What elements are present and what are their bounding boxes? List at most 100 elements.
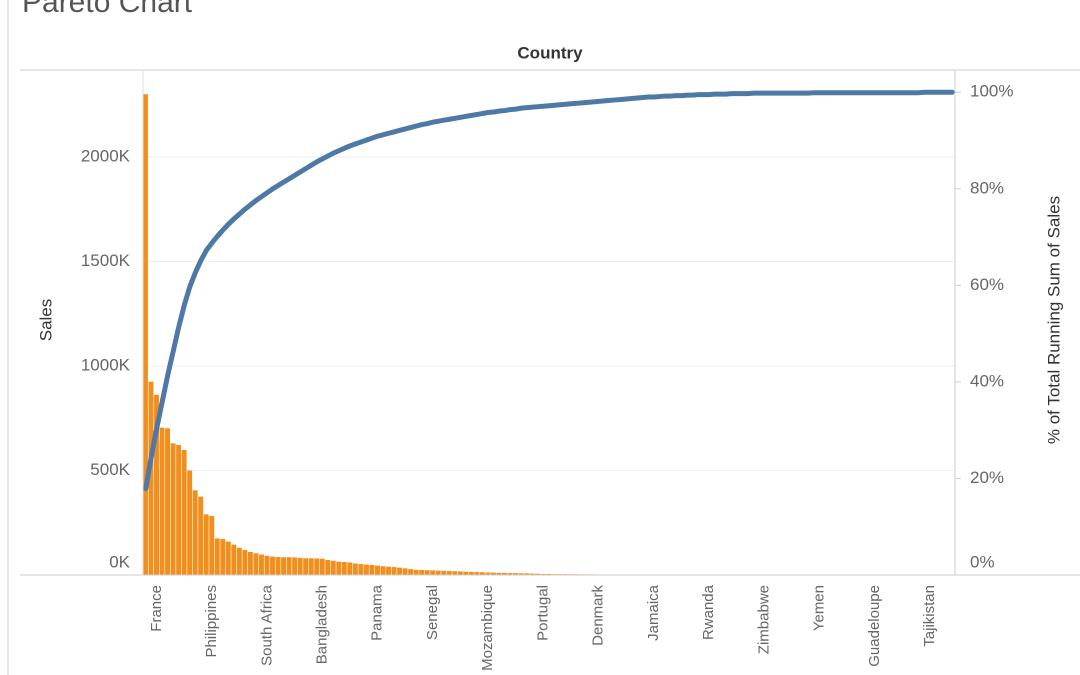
x-tick-label: Yemen: [811, 585, 828, 631]
bar: [314, 558, 320, 575]
bar: [303, 558, 309, 575]
bar: [214, 538, 220, 575]
bar: [143, 94, 148, 575]
marks: [143, 89, 955, 575]
y2-tick-label: 100%: [970, 82, 1013, 101]
bar: [308, 558, 314, 575]
bar: [419, 569, 425, 575]
bar: [319, 558, 325, 575]
bar: [192, 490, 198, 575]
chart-title: Pareto Chart: [22, 0, 193, 19]
bar: [281, 557, 287, 575]
bar: [463, 571, 469, 575]
bar: [540, 573, 546, 575]
bar: [507, 573, 513, 575]
bar: [435, 570, 441, 575]
bar: [529, 573, 535, 575]
bar: [336, 561, 342, 575]
bar: [513, 573, 519, 575]
bar: [491, 572, 496, 575]
x-tick-label: Mozambique: [479, 585, 496, 671]
grid: [143, 156, 955, 576]
bar: [330, 560, 336, 575]
bar: [270, 556, 275, 575]
bar: [524, 573, 530, 575]
x-tick-label: Jamaica: [645, 584, 662, 641]
y2-tick-label: 40%: [970, 371, 1004, 390]
x-tick-label: Guadeloupe: [866, 585, 883, 667]
bar: [325, 559, 331, 575]
bar: [408, 569, 414, 575]
bar: [424, 570, 430, 575]
bar: [341, 562, 347, 575]
bar: [375, 565, 380, 575]
bar: [496, 572, 502, 575]
y-tick-label: 2000K: [81, 146, 131, 165]
bar: [242, 549, 248, 575]
bar: [363, 564, 369, 575]
y-tick-label: 500K: [90, 460, 130, 479]
bar: [154, 394, 159, 575]
x-tick-label: Panama: [369, 584, 386, 641]
bar: [386, 566, 391, 575]
x-tick-label: Rwanda: [700, 584, 717, 640]
bar: [275, 557, 281, 575]
line: [143, 89, 955, 492]
bar: [259, 554, 264, 575]
x-axis-title: Country: [517, 43, 583, 62]
bar: [264, 555, 270, 575]
y-tick-label: 1000K: [81, 355, 131, 374]
bar: [253, 553, 259, 575]
bar: [292, 557, 298, 575]
bar: [485, 572, 491, 575]
x-tick-label: Denmark: [590, 585, 607, 646]
y2-tick-label: 20%: [970, 468, 1004, 487]
bar: [397, 567, 403, 575]
bar: [176, 444, 182, 575]
bar: [413, 569, 419, 575]
bar: [297, 557, 303, 575]
x-tick-label: Zimbabwe: [755, 585, 772, 654]
bar: [430, 570, 436, 575]
y-tick-label: 1500K: [81, 251, 131, 270]
bar: [457, 571, 463, 575]
bar: [479, 572, 485, 575]
bar: [535, 573, 541, 575]
bar: [352, 563, 358, 575]
bar: [198, 496, 204, 575]
bar: [203, 514, 209, 575]
bar: [148, 381, 154, 575]
bar: [391, 567, 397, 575]
bar: [286, 557, 292, 575]
bar: [181, 450, 187, 575]
bar: [225, 541, 231, 575]
bar: [402, 568, 408, 575]
bar: [546, 573, 552, 575]
y2-tick-label: 60%: [970, 275, 1004, 294]
bar: [159, 427, 165, 575]
bar: [380, 566, 386, 575]
x-tick-label: France: [148, 585, 165, 632]
bar: [358, 564, 364, 575]
bar: [518, 573, 524, 575]
y2-tick-label: 80%: [970, 178, 1004, 197]
x-tick-label: Bangladesh: [313, 585, 330, 664]
x-tick-label: Portugal: [534, 585, 551, 641]
bar: [369, 564, 375, 575]
bar: [441, 570, 447, 575]
bar: [231, 544, 237, 575]
y-tick-label: 0K: [109, 552, 130, 571]
y-axis-title: Sales: [36, 299, 55, 342]
y2-axis-title: % of Total Running Sum of Sales: [1044, 196, 1063, 444]
bar: [474, 572, 480, 575]
x-tick-label: Senegal: [424, 585, 441, 640]
x-tick-label: South Africa: [258, 584, 275, 666]
bar: [209, 516, 215, 575]
bar: [347, 562, 353, 575]
bar: [502, 572, 507, 575]
x-tick-label: Philippines: [203, 585, 220, 658]
bar: [468, 571, 474, 575]
bar: [446, 571, 452, 575]
